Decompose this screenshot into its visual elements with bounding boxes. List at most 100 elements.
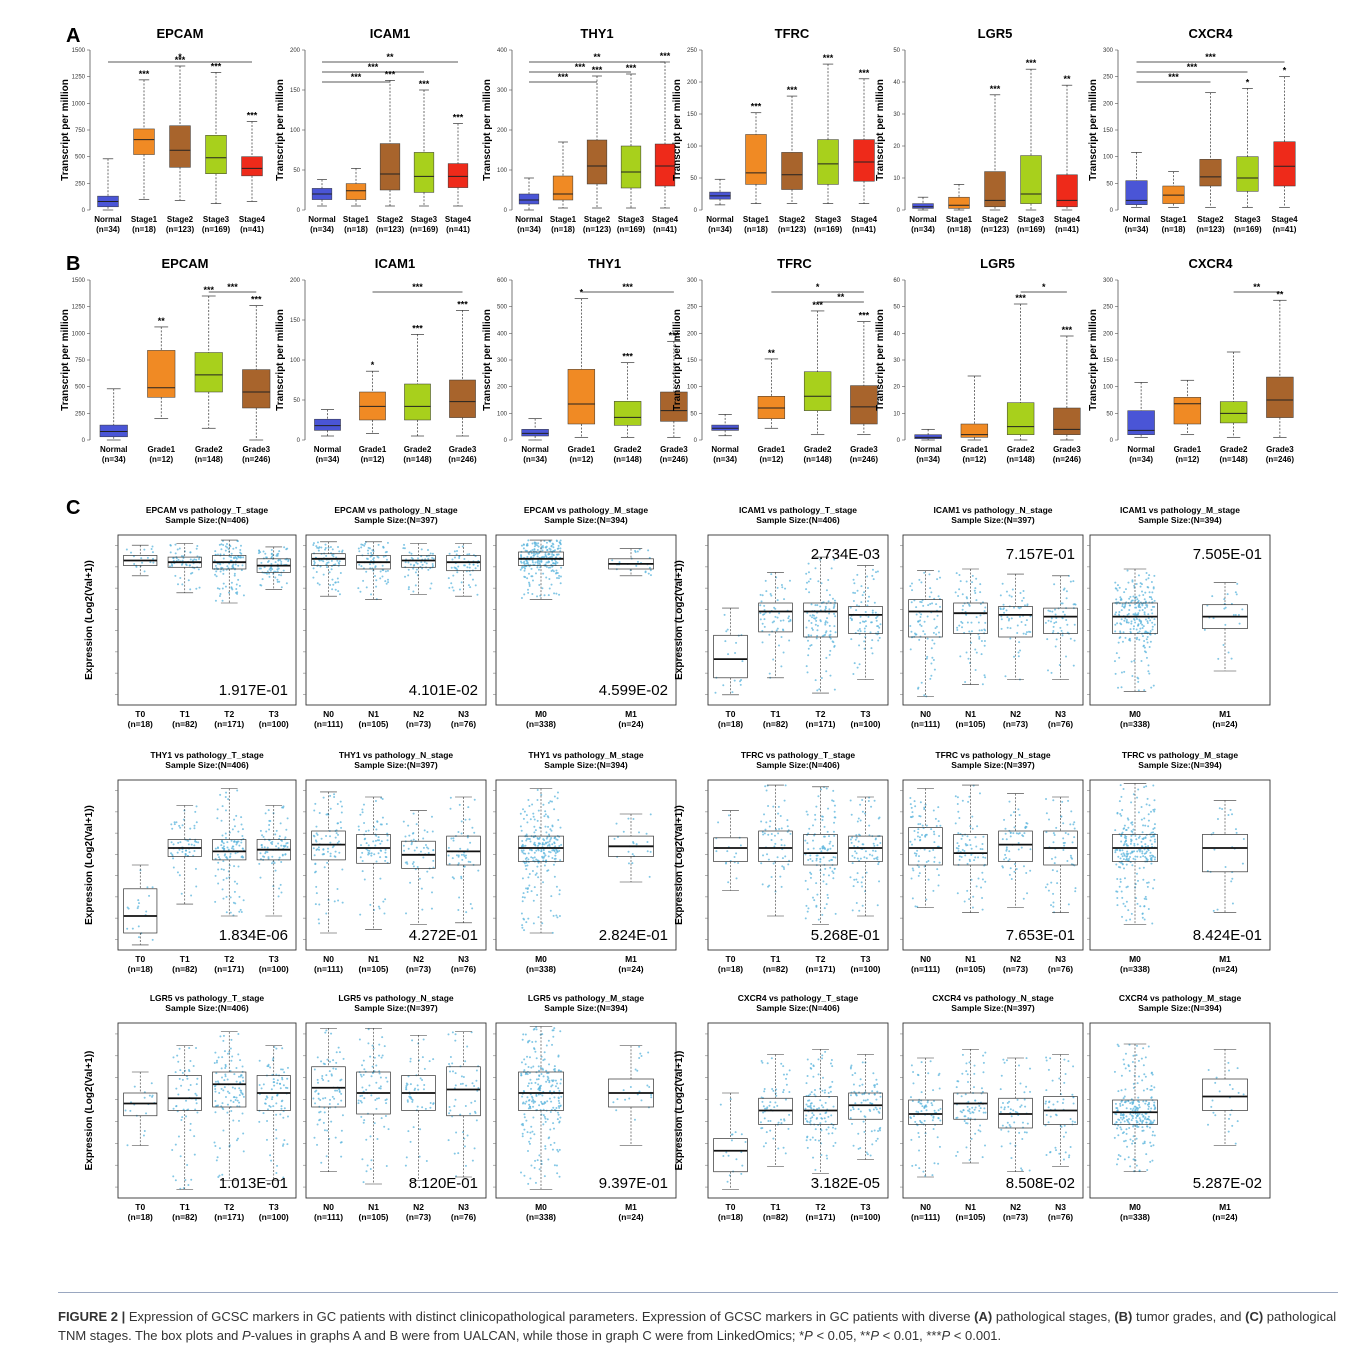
data-point-c8-0-126 [523, 896, 526, 899]
data-point-c0-3-55 [285, 582, 288, 585]
data-point-c10-3-33 [1045, 812, 1048, 815]
data-point-c3-2-8 [820, 677, 823, 680]
data-point-c9-1-42 [784, 855, 787, 858]
data-point-c11-0-45 [1149, 839, 1152, 842]
data-point-c9-2-73 [823, 835, 826, 838]
data-point-c11-0-66 [1119, 866, 1122, 869]
data-point-c9-3-41 [856, 872, 859, 875]
y-tick-label-b0-5: 1250 [72, 305, 86, 311]
data-point-c10-3-52 [1051, 869, 1054, 872]
data-point-c13-1-24 [371, 1044, 374, 1047]
data-point-c9-2-86 [815, 857, 818, 860]
data-point-c1-2-12 [413, 563, 416, 566]
y-tick-label-b1-4: 200 [290, 278, 301, 284]
x-tick-label-c6-1: T1 [180, 954, 190, 964]
data-point-c11-0-97 [1128, 857, 1131, 860]
data-point-c8-0-144 [553, 808, 556, 811]
data-point-c10-0-38 [915, 852, 918, 855]
data-point-c8-1-15 [627, 862, 630, 865]
data-point-c12-3-50 [282, 1084, 285, 1087]
box-a2-1 [552, 175, 574, 201]
data-point-c8-0-66 [534, 873, 537, 876]
chart-title-b4: LGR5 [980, 256, 1015, 271]
data-point-c9-3-21 [876, 858, 879, 861]
data-point-c9-2-61 [811, 896, 814, 899]
data-point-c12-2-81 [223, 1079, 226, 1082]
data-point-c10-2-33 [1012, 832, 1015, 835]
data-point-c3-1-32 [776, 627, 779, 630]
y-tick-label-b0-6: 1500 [72, 278, 86, 284]
data-point-c4-3-49 [1054, 608, 1057, 611]
data-point-c3-3-21 [866, 587, 869, 590]
x-count-label-a3-2: (n=123) [778, 225, 807, 234]
x-tick-label-c11-1: M1 [1219, 954, 1231, 964]
data-point-c9-1-37 [770, 833, 773, 836]
box-b2-0 [521, 429, 549, 437]
chart-subtitle-c9: Sample Size:(N=406) [756, 760, 840, 770]
chart-subtitle-c7: Sample Size:(N=397) [354, 760, 438, 770]
data-point-c6-0-3 [126, 927, 129, 930]
data-point-c7-1-57 [363, 838, 366, 841]
data-point-c12-2-88 [229, 1069, 232, 1072]
data-point-c11-0-126 [1140, 818, 1143, 821]
data-point-c5-0-9 [1142, 594, 1145, 597]
data-point-c12-3-38 [286, 1077, 289, 1080]
data-point-c4-0-72 [937, 570, 940, 573]
data-point-c12-3-10 [275, 1073, 278, 1076]
data-point-c6-3-49 [267, 856, 270, 859]
data-point-c13-1-41 [385, 1165, 388, 1168]
data-point-c9-2-60 [815, 859, 818, 862]
data-point-c4-1-62 [970, 630, 973, 633]
data-point-c11-1-20 [1218, 807, 1221, 810]
data-point-c12-3-47 [264, 1102, 267, 1105]
data-point-c6-3-55 [259, 852, 262, 855]
x-count-label-c7-1: (n=105) [359, 964, 389, 974]
data-point-c12-1-55 [184, 1178, 187, 1181]
data-point-c2-0-85 [531, 542, 534, 545]
y-axis-label-a0: Transcript per million [60, 79, 71, 181]
data-point-c13-1-21 [370, 1094, 373, 1097]
y-tick-label-b4-4: 40 [893, 331, 900, 337]
data-point-c11-0-130 [1150, 843, 1153, 846]
x-tick-label-a1-1: Stage1 [343, 215, 370, 224]
x-tick-label-c13-2: N2 [413, 1202, 424, 1212]
x-count-label-b3-2: (n=148) [804, 455, 833, 464]
data-point-c0-1-29 [169, 544, 172, 547]
data-point-c10-1-54 [970, 853, 973, 856]
data-point-c10-3-37 [1045, 797, 1048, 800]
data-point-c9-2-105 [832, 856, 835, 859]
data-point-c11-1-1 [1227, 814, 1230, 817]
data-point-c3-2-97 [826, 621, 829, 624]
data-point-c12-2-65 [223, 1086, 226, 1089]
data-point-c8-1-3 [632, 818, 635, 821]
sig-star-b3-3: *** [859, 311, 870, 321]
y-tick-label-b4-6: 60 [893, 278, 900, 284]
data-point-c13-1-43 [366, 1164, 369, 1167]
data-point-c8-0-123 [522, 852, 525, 855]
data-point-c12-3-33 [281, 1047, 284, 1050]
data-point-c5-0-17 [1133, 584, 1136, 587]
data-point-c6-1-31 [180, 892, 183, 895]
sig-bracket-label-a2-2: *** [558, 72, 569, 82]
data-point-c7-3-43 [460, 875, 463, 878]
data-point-c0-1-33 [180, 563, 183, 566]
data-point-c0-2-74 [236, 592, 239, 595]
data-point-c5-0-186 [1153, 623, 1156, 626]
chart-title-c0: EPCAM vs pathology_T_stage [146, 505, 269, 515]
data-point-c13-1-7 [386, 1080, 389, 1083]
data-point-c7-1-55 [370, 854, 373, 857]
data-point-c13-3-25 [464, 1105, 467, 1108]
data-point-c1-1-31 [381, 564, 384, 567]
data-point-c12-3-74 [279, 1113, 282, 1116]
data-point-c6-2-83 [229, 855, 232, 858]
data-point-c6-3-23 [278, 887, 281, 890]
data-point-c5-0-226 [1148, 595, 1151, 598]
y-axis-label-b2: Transcript per million [482, 309, 493, 411]
data-point-c5-0-203 [1129, 595, 1132, 598]
data-point-c10-2-22 [1025, 871, 1028, 874]
data-point-c10-0-27 [935, 825, 938, 828]
data-point-c6-3-48 [261, 846, 264, 849]
data-point-c0-0-5 [125, 548, 128, 551]
data-point-c2-1-5 [647, 549, 650, 552]
data-point-c5-0-207 [1144, 651, 1147, 654]
